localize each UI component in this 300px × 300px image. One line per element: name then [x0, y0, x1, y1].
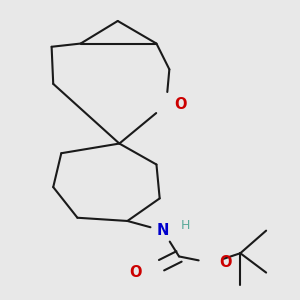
Text: O: O	[174, 97, 187, 112]
Text: O: O	[129, 265, 142, 280]
Text: H: H	[181, 219, 190, 232]
Text: O: O	[220, 255, 232, 270]
Text: N: N	[157, 223, 169, 238]
